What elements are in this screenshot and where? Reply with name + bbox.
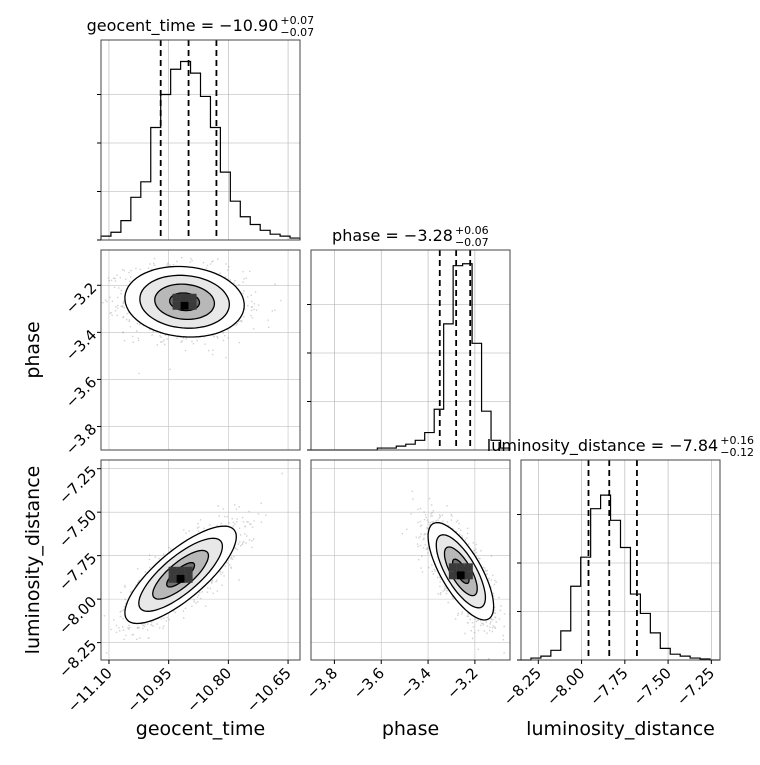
density-cell: [180, 293, 189, 302]
axis-label-y-phase: phase: [22, 321, 44, 378]
density-cell: [188, 293, 197, 302]
density-cell: [168, 566, 177, 575]
panel-frame: [520, 459, 721, 661]
pair-panel-geocent_time-phase: −3.8 −3.6 −3.4 −3.2: [62, 249, 301, 459]
histogram-phase: [311, 263, 511, 451]
axis-label-x-geocent_time: geocent_time: [136, 718, 265, 740]
density-cell: [184, 566, 193, 575]
tick-label-y: −3.8: [62, 420, 100, 458]
tick-label-y: −7.75: [55, 549, 100, 594]
tick-label-x: −7.50: [630, 664, 675, 709]
panel-title-luminosity_distance: luminosity_distance = −7.84: [487, 436, 718, 456]
tick-label-x: −10.65: [243, 664, 295, 716]
axis-label-x-phase: phase: [382, 718, 439, 740]
density-cell: [464, 571, 473, 580]
diag-panel-phase: phase = −3.28 +0.06−0.07: [307, 224, 511, 451]
panel-title-plus: +0.06: [455, 224, 489, 237]
tick-label-x: −3.6: [350, 664, 388, 702]
density-cell: [168, 574, 177, 583]
axis-label-x-luminosity_distance: luminosity_distance: [526, 718, 715, 740]
histogram-luminosity_distance: [521, 494, 720, 661]
tick-label-y: −7.25: [55, 462, 100, 507]
panel-frame: [100, 459, 301, 661]
panel-title-minus: −0.12: [720, 446, 754, 459]
tick-label-x: −3.8: [303, 664, 341, 702]
density-cell: [188, 301, 197, 310]
density-cell: [456, 571, 465, 580]
panel-title-minus: −0.07: [455, 236, 489, 249]
density-cell: [172, 293, 181, 302]
panel-frame: [310, 249, 511, 451]
tick-label-y: −3.4: [62, 326, 100, 364]
tick-label-y: −7.50: [55, 506, 100, 551]
tick-label-x: −8.00: [543, 664, 588, 709]
density-core: [448, 563, 473, 580]
density-core: [168, 566, 193, 583]
density-cell: [456, 563, 465, 572]
tick-label-x: −10.95: [124, 664, 176, 716]
tick-label-y: −3.2: [62, 279, 100, 317]
diag-panel-geocent_time: geocent_time = −10.90 +0.07−0.07: [87, 14, 314, 241]
density-cell: [176, 566, 185, 575]
axis-label-y-luminosity_distance: luminosity_distance: [22, 466, 44, 655]
density-cell: [448, 571, 457, 580]
diag-panel-luminosity_distance: luminosity_distance = −7.84 +0.16−0.12: [487, 434, 754, 661]
panel-title-minus: −0.07: [280, 26, 314, 39]
tick-label-x: −7.75: [586, 664, 631, 709]
panel-title-plus: +0.07: [280, 14, 314, 27]
density-cell: [464, 563, 473, 572]
tick-label-y: −8.00: [55, 593, 100, 638]
tick-label-x: −3.4: [396, 664, 434, 702]
tick-label-x: −3.2: [443, 664, 481, 702]
panel-frame: [310, 459, 511, 661]
pair-panel-content: [102, 257, 282, 375]
panel-frame: [100, 249, 301, 451]
density-cell: [184, 574, 193, 583]
density-cell: [172, 301, 181, 310]
tick-label-x: −8.25: [500, 664, 545, 709]
panel-title-geocent_time: geocent_time = −10.90: [87, 16, 279, 36]
tick-label-x: −10.80: [183, 664, 235, 716]
histogram-geocent_time: [100, 60, 301, 240]
density-cell: [180, 301, 189, 310]
tick-label-x: −7.25: [673, 664, 718, 709]
pair-panel-content: [401, 490, 510, 660]
tick-label-y: −3.6: [62, 373, 100, 411]
density-core: [172, 293, 197, 310]
density-cell: [176, 574, 185, 583]
pair-panel-phase-luminosity_distance: [310, 459, 511, 661]
panel-title-phase: phase = −3.28: [332, 226, 453, 245]
pair-panel-geocent_time-luminosity_distance: −8.25−8.00−7.75−7.50−7.25: [55, 459, 301, 681]
panel-title-plus: +0.16: [720, 434, 754, 447]
panel-frame: [100, 39, 301, 241]
pair-panel-content: [103, 472, 283, 654]
density-cell: [448, 563, 457, 572]
